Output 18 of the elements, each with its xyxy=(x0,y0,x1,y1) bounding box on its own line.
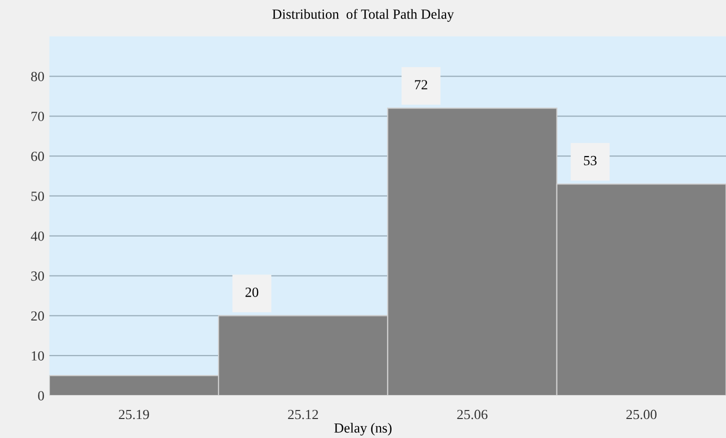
y-tick-label: 30 xyxy=(31,271,44,281)
data-label: 72 xyxy=(414,80,428,90)
x-tick-label: 25.19 xyxy=(118,410,150,420)
y-tick-label: 80 xyxy=(31,72,44,82)
y-tick-label: 50 xyxy=(31,192,44,201)
data-label: 53 xyxy=(584,156,597,166)
y-tick-label: 20 xyxy=(31,311,44,321)
data-label: 20 xyxy=(246,288,258,297)
x-tick-label: 25.06 xyxy=(457,410,488,420)
chart-title: Distribution of Total Path Delay xyxy=(272,8,454,22)
x-tick-label: 25.12 xyxy=(288,410,318,420)
y-tick-label: 40 xyxy=(30,231,44,241)
y-tick-label: 60 xyxy=(31,152,44,162)
x-tick-label: 25.00 xyxy=(626,410,657,420)
y-tick-label: 0 xyxy=(38,391,44,400)
y-tick-label: 70 xyxy=(32,112,44,122)
y-tick-label: 10 xyxy=(32,351,44,361)
x-axis-title: Delay (ns) xyxy=(334,422,392,436)
